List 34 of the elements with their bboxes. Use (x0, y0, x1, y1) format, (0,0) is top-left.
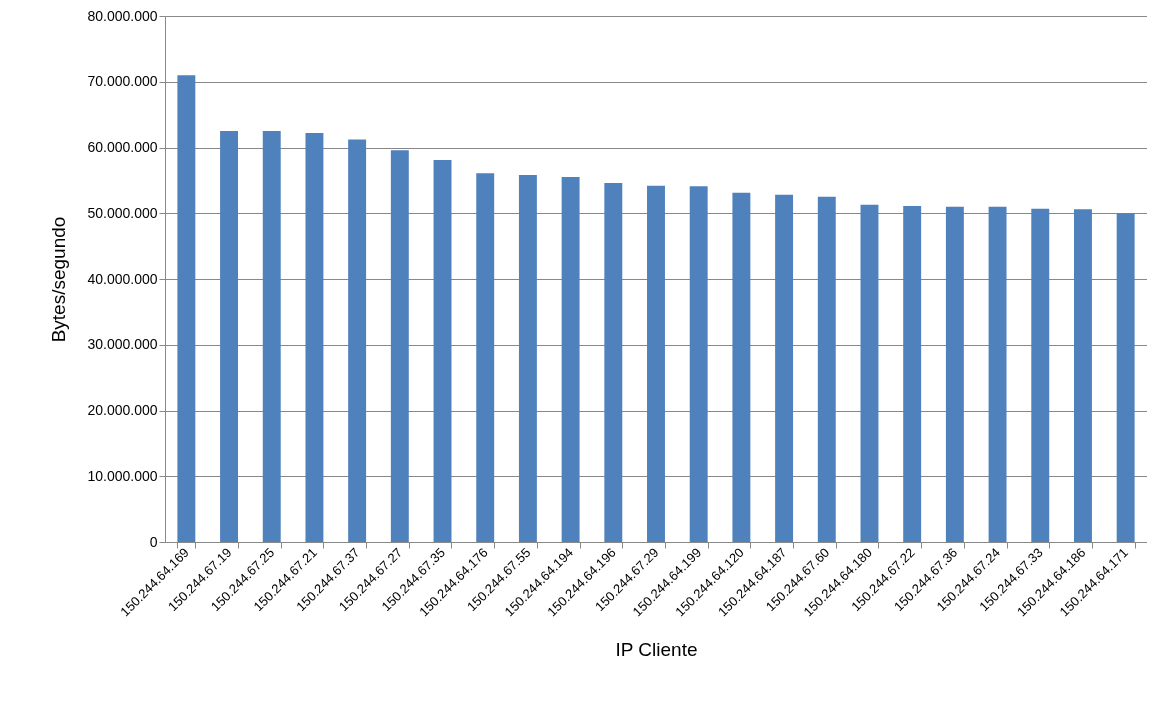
bar (177, 75, 196, 542)
bar (945, 206, 964, 542)
bar (220, 131, 239, 542)
y-tick-label: 40.000.000 (87, 270, 158, 287)
bar (476, 173, 495, 542)
y-tick-label: 80.000.000 (87, 7, 158, 24)
bar (1031, 208, 1050, 542)
bar (390, 150, 409, 542)
bar (262, 131, 281, 542)
bar (604, 183, 623, 542)
bar (860, 204, 879, 542)
bar (518, 175, 537, 542)
bar (647, 185, 665, 542)
y-tick-label: 70.000.000 (87, 73, 158, 90)
bar (775, 194, 794, 542)
bar (348, 139, 367, 542)
y-tick-label: 60.000.000 (87, 139, 158, 155)
y-tick-label: 0 (149, 533, 158, 550)
bar (305, 133, 324, 542)
bar (817, 196, 836, 542)
x-axis-title: IP Cliente (615, 639, 698, 661)
bar (689, 186, 708, 542)
bar (561, 177, 580, 542)
y-tick-label: 50.000.000 (87, 204, 158, 221)
y-tick-label: 20.000.000 (87, 402, 158, 418)
bar (1073, 209, 1092, 542)
bar (1116, 213, 1135, 542)
bar (732, 192, 751, 542)
y-tick-label: 30.000.000 (87, 336, 158, 353)
bar (433, 159, 452, 542)
y-axis-title: Bytes/segundo (48, 216, 70, 343)
bar (903, 206, 922, 542)
y-tick-label: 10.000.000 (87, 467, 158, 484)
bar (988, 206, 1007, 542)
